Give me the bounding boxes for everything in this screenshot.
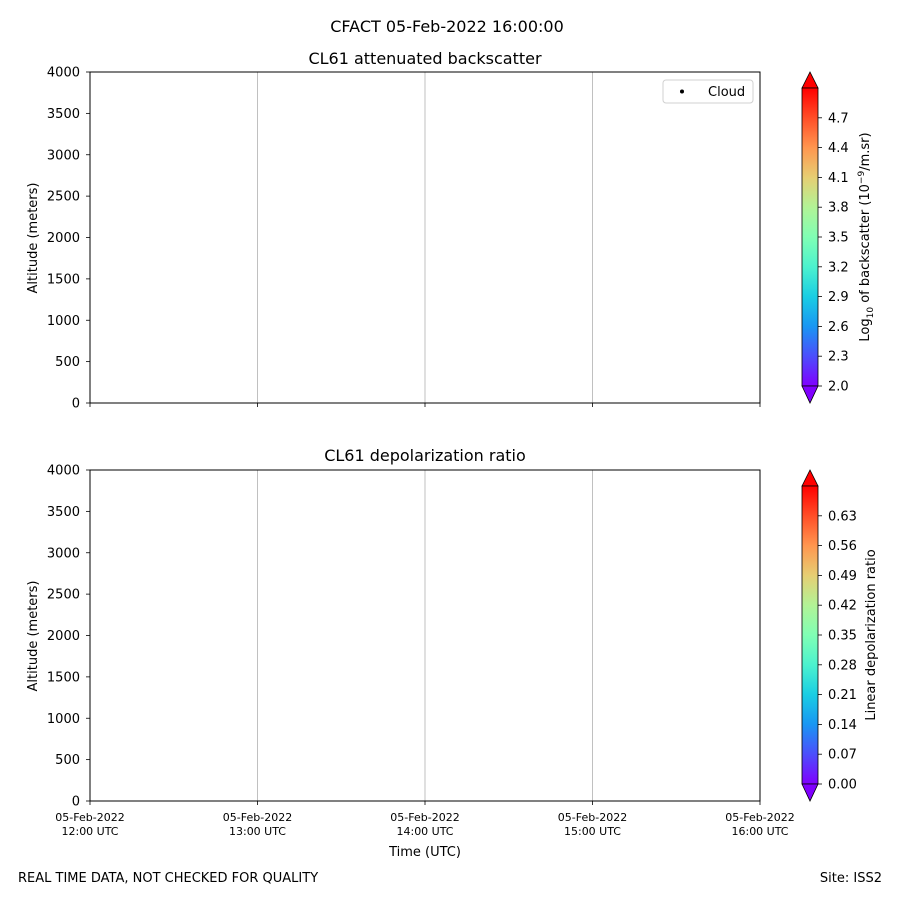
colorbar-label: Linear depolarization ratio	[864, 549, 879, 720]
y-tick-label: 3000	[47, 148, 80, 163]
colorbar-tick-label: 2.0	[828, 380, 849, 395]
colorbar-tick-label: 4.7	[828, 111, 849, 126]
y-tick-label: 1500	[47, 272, 80, 287]
footer-site: Site: ISS2	[820, 871, 882, 886]
colorbar-tick-label: 2.6	[828, 320, 849, 335]
colorbar-tick-label: 2.9	[828, 290, 849, 305]
x-tick-label-time: 15:00 UTC	[564, 825, 621, 838]
y-tick-label: 1500	[47, 670, 80, 685]
panel-title: CL61 depolarization ratio	[324, 446, 526, 465]
y-tick-label: 2000	[47, 629, 80, 644]
colorbar-tick-label: 4.1	[828, 171, 849, 186]
colorbar-tick-label: 0.49	[828, 569, 857, 584]
colorbar-depolarization: 0.00 0.07 0.14 0.21 0.28 0.35 0.42 0.49 0.56 0.63…	[801, 469, 879, 802]
colorbar-extend-bottom	[801, 385, 819, 404]
colorbar-tick-label: 3.5	[828, 231, 849, 246]
colorbar-extend-top	[801, 469, 819, 487]
x-tick-label-date: 05-Feb-2022	[55, 811, 124, 824]
panel-title: CL61 attenuated backscatter	[308, 49, 542, 68]
colorbar-tick-label: 0.63	[828, 509, 857, 524]
x-tick-label-time: 13:00 UTC	[229, 825, 286, 838]
colorbar-tick-label: 0.28	[828, 658, 857, 673]
y-tick-label: 0	[72, 397, 80, 412]
colorbar-tick-label: 3.8	[828, 201, 849, 216]
x-tick-label-time: 12:00 UTC	[61, 825, 118, 838]
colorbar-backscatter: 2.0 2.3 2.6 2.9 3.2 3.5 3.8 4.1 4.4 4.7 Log10 of …	[801, 71, 876, 404]
y-tick-label: 4000	[47, 464, 80, 479]
colorbar-tick-label: 2.3	[828, 350, 849, 365]
colorbar-tick-label: 0.21	[828, 688, 857, 703]
legend-label-cloud: Cloud	[708, 85, 745, 100]
colorbar-body	[801, 87, 819, 387]
x-ticks	[89, 403, 761, 407]
colorbar-label: Log10 of backscatter (10−9/m.sr)	[857, 132, 876, 341]
colorbar-tick-label: 0.00	[828, 778, 857, 793]
y-tick-label: 500	[55, 753, 80, 768]
y-axis-label: Altitude (meters)	[26, 581, 41, 692]
y-tick-label: 1000	[47, 314, 80, 329]
x-tick-label-time: 14:00 UTC	[396, 825, 453, 838]
colorbar-tick-label: 0.42	[828, 599, 857, 614]
x-tick-label-date: 05-Feb-2022	[725, 811, 794, 824]
y-axis-label: Altitude (meters)	[26, 183, 41, 294]
x-tick-label-date: 05-Feb-2022	[223, 811, 292, 824]
colorbar-tick-label: 3.2	[828, 260, 849, 275]
y-axis: 0 500 1000 1500 2000 2500 3000 3500 4000	[47, 66, 90, 412]
y-tick-label: 3500	[47, 107, 80, 122]
y-tick-label: 4000	[47, 66, 80, 81]
colorbar-ticks: 0.00 0.07 0.14 0.21 0.28 0.35 0.42 0.49 0.56 0.63	[818, 509, 857, 793]
figure-title: CFACT 05-Feb-2022 16:00:00	[330, 17, 564, 36]
panel-backscatter: CL61 attenuated backscatter 0 500 1000 1500…	[26, 49, 876, 412]
y-tick-label: 2500	[47, 190, 80, 205]
colorbar-ticks: 2.0 2.3 2.6 2.9 3.2 3.5 3.8 4.1 4.4 4.7	[818, 111, 849, 395]
x-gridlines	[257, 72, 593, 403]
y-axis: 0 500 1000 1500 2000 2500 3000 3500 4000	[47, 464, 90, 810]
footer-quality-note: REAL TIME DATA, NOT CHECKED FOR QUALITY	[18, 871, 318, 886]
y-tick-label: 2000	[47, 231, 80, 246]
x-axis-label: Time (UTC)	[388, 845, 461, 860]
panel-depolarization: CL61 depolarization ratio 0 500 1000 1500 20…	[26, 446, 879, 860]
colorbar-extend-bottom	[801, 783, 819, 802]
colorbar-tick-label: 0.56	[828, 539, 857, 554]
colorbar-tick-label: 0.07	[828, 748, 857, 763]
legend-box	[662, 79, 754, 104]
y-tick-label: 2500	[47, 588, 80, 603]
x-gridlines	[257, 470, 593, 801]
colorbar-tick-label: 0.14	[828, 718, 857, 733]
colorbar-tick-label: 0.35	[828, 629, 857, 644]
x-tick-label-date: 05-Feb-2022	[390, 811, 459, 824]
legend-marker-cloud	[680, 89, 684, 94]
y-tick-label: 0	[72, 795, 80, 810]
colorbar-body	[801, 485, 819, 785]
y-tick-label: 3500	[47, 505, 80, 520]
y-tick-label: 3000	[47, 546, 80, 561]
colorbar-tick-label: 4.4	[828, 141, 849, 156]
y-tick-label: 500	[55, 355, 80, 370]
y-tick-label: 1000	[47, 712, 80, 727]
colorbar-extend-top	[801, 71, 819, 89]
legend: Cloud	[662, 79, 754, 104]
x-tick-label-time: 16:00 UTC	[731, 825, 788, 838]
x-tick-label-date: 05-Feb-2022	[558, 811, 627, 824]
